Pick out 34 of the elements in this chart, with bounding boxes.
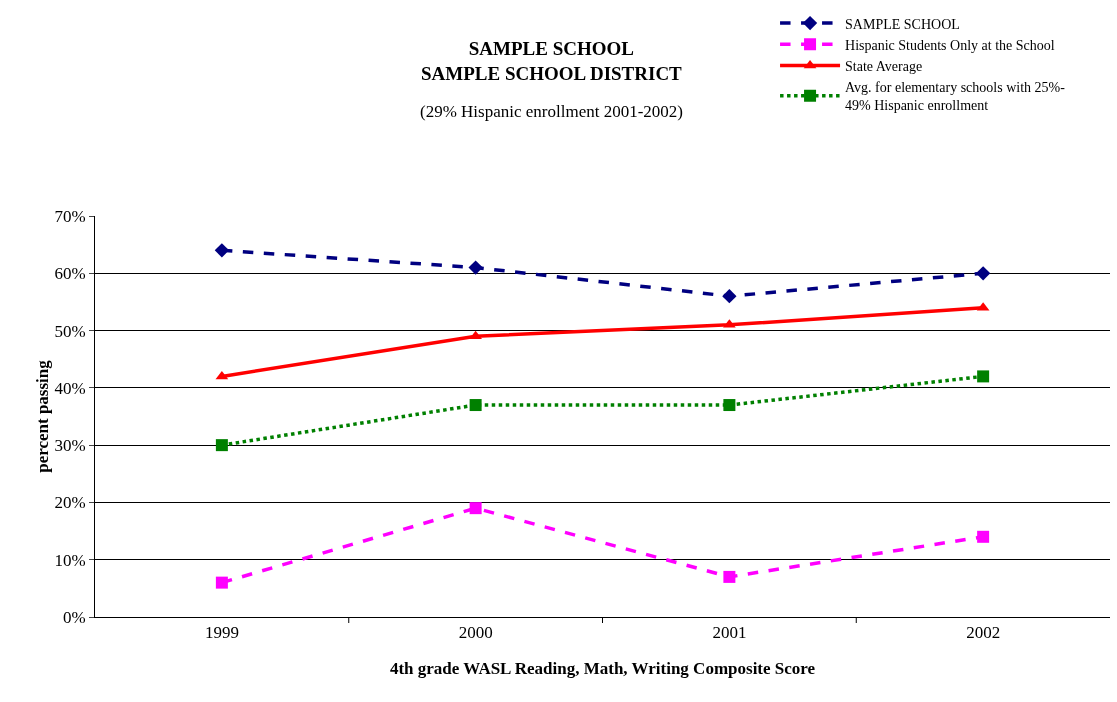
y-tick-label: 50%: [54, 321, 86, 341]
point: [722, 289, 737, 304]
y-axis-title: percent passing: [33, 359, 53, 473]
point: [469, 399, 482, 412]
point: [977, 530, 990, 543]
legend-label: Avg. for elementary schools with 25%-49% Hispanic enrollment: [845, 80, 1066, 114]
legend-label: Hispanic Students Only at the School: [845, 37, 1055, 53]
y-tick-label: 30%: [54, 436, 86, 456]
point: [215, 370, 229, 380]
y-tick-label: 70%: [54, 206, 86, 226]
legend-label: State Average: [845, 58, 923, 74]
x-tick-label: 2001: [712, 623, 747, 643]
point: [469, 502, 482, 515]
x-axis-title: 4th grade WASL Reading, Math, Writing Composite Score: [389, 658, 816, 678]
x-tick-label: 1999: [204, 623, 239, 643]
point: [975, 266, 991, 281]
point: [977, 370, 990, 383]
point: [215, 439, 228, 452]
y-tick-label: 10%: [54, 550, 86, 570]
point: [468, 260, 483, 275]
point: [469, 330, 482, 340]
point: [723, 570, 736, 583]
y-tick-label: 20%: [54, 493, 86, 513]
y-tick-label: 60%: [54, 264, 86, 284]
point: [215, 576, 228, 589]
chart-title: SAMPLE SCHOOL SAMPLE SCHOOL DISTRICT: [421, 38, 683, 84]
y-tick-label: 0%: [62, 607, 86, 627]
y-tick-label: 40%: [54, 378, 86, 398]
point: [214, 243, 230, 258]
x-tick-label: 2000: [458, 623, 493, 643]
chart-subtitle: (29% Hispanic enrollment 2001-2002): [420, 102, 683, 121]
legend-label: SAMPLE SCHOOL: [845, 16, 960, 32]
x-tick-label: 2002: [966, 623, 1001, 643]
point: [723, 399, 736, 412]
